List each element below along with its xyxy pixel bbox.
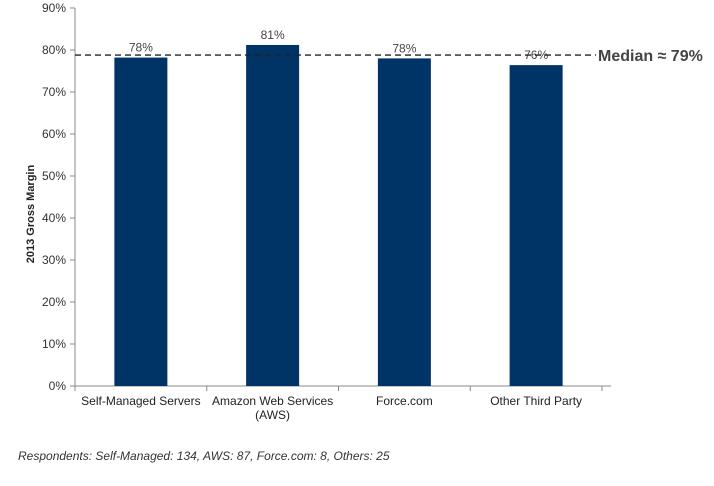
y-tick-label: 80%: [42, 43, 66, 57]
y-tick-label: 10%: [42, 337, 66, 351]
y-tick-label: 50%: [42, 169, 66, 183]
x-category-label: Other Third Party: [490, 394, 582, 408]
bar-value-label: 78%: [392, 41, 416, 55]
bar-value-label: 81%: [261, 28, 285, 42]
y-tick-label: 0%: [49, 379, 67, 393]
bar-value-label: 78%: [129, 41, 153, 55]
median-annotation: Median ≈ 79%: [75, 48, 703, 65]
data-labels: 78%81%78% 76%: [129, 28, 549, 62]
x-axis: Self-Managed Servers Amazon Web Services(…: [74, 385, 611, 422]
y-tick-label: 30%: [42, 253, 66, 267]
x-category-label: Force.com: [376, 394, 433, 408]
y-tick-label: 90%: [42, 1, 66, 15]
y-axis: 0% 10% 20% 30% 40% 50% 60% 70% 80% 90%: [42, 1, 76, 393]
bar: [246, 44, 300, 387]
y-tick-label: 20%: [42, 295, 66, 309]
x-category-label: Self-Managed Servers: [81, 394, 200, 408]
y-tick-label: 60%: [42, 127, 66, 141]
gross-margin-bar-chart: 0% 10% 20% 30% 40% 50% 60% 70% 80% 90% Self-Manag…: [25, 1, 703, 422]
median-label: Median ≈ 79%: [598, 48, 703, 65]
y-tick-label: 70%: [42, 85, 66, 99]
bar: [114, 57, 168, 387]
y-tick-label: 40%: [42, 211, 66, 225]
y-axis-label: 2013 Gross Margin: [25, 165, 37, 264]
bars: [114, 44, 563, 387]
bar: [377, 58, 431, 387]
respondents-footnote: Respondents: Self-Managed: 134, AWS: 87,…: [18, 449, 390, 463]
x-category-label: Amazon Web Services (AWS): [212, 394, 333, 422]
bar: [509, 65, 563, 387]
